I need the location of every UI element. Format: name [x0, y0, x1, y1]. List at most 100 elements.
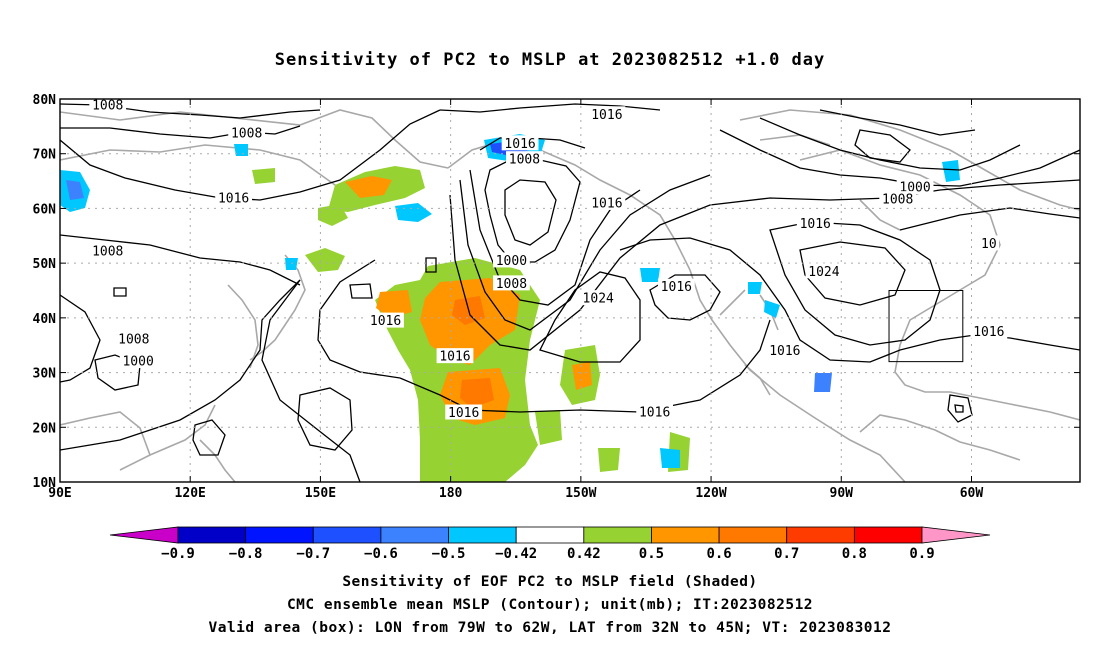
lat-tick-label: 60N: [33, 202, 57, 217]
sensitivity-shading: [60, 134, 960, 482]
lon-tick-label: 60W: [960, 486, 984, 501]
contour-label-bg: [228, 124, 266, 140]
colorbar-tick-label: 0.42: [567, 546, 601, 562]
contour-label-bg: [879, 191, 917, 207]
colorbar-swatch: [245, 526, 314, 544]
colorbar-tick-label: −0.42: [495, 546, 537, 562]
map-title: Sensitivity of PC2 to MSLP at 2023082512…: [274, 50, 826, 70]
contour-label-bg: [119, 353, 157, 369]
contour-label: 1016: [973, 325, 1004, 340]
contour-label: 1008: [92, 99, 123, 114]
contour-label-bg: [588, 194, 626, 210]
contour-label-bg: [970, 323, 1008, 339]
contour-label-bg: [766, 342, 804, 358]
mslp-contours: [60, 103, 1080, 482]
lat-tick-label: 20N: [33, 421, 57, 436]
contour-label-bg: [506, 151, 543, 167]
lon-tick-label: 120W: [695, 486, 726, 501]
colorbar-tick-label: 0.6: [706, 546, 731, 562]
contour-label: 1008: [882, 193, 913, 208]
contour-label: 1016: [800, 217, 831, 232]
contour-label-bg: [896, 179, 934, 195]
contour-label: 1008: [231, 126, 262, 141]
contour-label: 1000: [496, 254, 527, 269]
colorbar-tick-label: 0.7: [774, 546, 799, 562]
colorbar-swatch: [786, 526, 855, 544]
colorbar-tick-label: 0.9: [909, 546, 934, 562]
lon-tick-label: 90W: [830, 486, 854, 501]
colorbar-swatch: [651, 526, 720, 544]
contour-label-bg: [796, 215, 834, 231]
valid-area-box: [888, 290, 964, 363]
contour-label-bg: [579, 290, 617, 306]
colorbar-swatch: [853, 526, 923, 544]
lat-tick-label: 70N: [33, 148, 57, 163]
colorbar-lower-extension: [109, 526, 179, 544]
contour-label: 1016: [769, 344, 800, 359]
contour-label: 1016: [591, 196, 622, 211]
contour-label: 1016: [448, 406, 479, 421]
colorbar-tick-label: 0.8: [842, 546, 867, 562]
contour-label-bg: [436, 348, 474, 364]
contour-label-bg: [493, 275, 530, 291]
caption-valid-area: Valid area (box): LON from 79W to 62W, L…: [208, 620, 892, 636]
contour-label: 1008: [92, 245, 123, 260]
colorbar-tick-label: −0.6: [364, 546, 398, 562]
contour-label: 1016: [370, 314, 401, 329]
lat-tick-label: 30N: [33, 367, 57, 382]
lat-tick-label: 40N: [33, 312, 57, 327]
contour-label: 1016: [639, 405, 670, 420]
caption-shading: Sensitivity of EOF PC2 to MSLP field (Sh…: [342, 574, 758, 590]
colorbar-swatch: [583, 526, 652, 544]
colorbar-tick-label: −0.8: [229, 546, 263, 562]
contour-label-bg: [657, 278, 695, 294]
contour-label-bg: [367, 312, 404, 328]
contour-label-bg: [493, 252, 530, 268]
colorbar-swatch: [312, 526, 382, 544]
colorbar-tick-label: 0.5: [639, 546, 664, 562]
contour-label: 1024: [583, 292, 614, 307]
colorbar-tick-label: −0.7: [296, 546, 330, 562]
colorbar-tick-label: −0.9: [161, 546, 195, 562]
contour-label: 1000: [122, 355, 153, 370]
lon-tick-label: 90E: [48, 486, 71, 501]
caption-contour: CMC ensemble mean MSLP (Contour); unit(m…: [286, 597, 814, 613]
contour-label: 1016: [661, 280, 692, 295]
contour-label: 10: [981, 237, 997, 252]
colorbar-tick-label: −0.5: [432, 546, 466, 562]
contour-label: 1016: [218, 192, 249, 207]
contour-label-bg: [89, 99, 127, 113]
lon-tick-label: 150W: [565, 486, 596, 501]
contour-label-bg: [215, 190, 253, 206]
contour-label: 1008: [509, 153, 540, 168]
colorbar-upper-extension: [921, 526, 991, 544]
contour-label: 1008: [118, 333, 149, 348]
contour-label-bg: [636, 403, 674, 419]
contour-label: 1016: [504, 137, 535, 152]
contour-label-bg: [588, 106, 626, 122]
lon-tick-label: 120E: [175, 486, 206, 501]
lon-tick-label: 180: [439, 486, 463, 501]
colorbar-swatch: [177, 526, 247, 544]
colorbar: −0.9 −0.8 −0.7 −0.6 −0.5 −0.42 0.42 0.5 0.6 0.7 0.…: [109, 526, 991, 562]
contour-label-bg: [978, 235, 1000, 251]
plot-frame: [59, 98, 1081, 483]
contour-label-bg: [445, 404, 483, 420]
contour-label: 1016: [591, 108, 622, 123]
contour-label-bg: [805, 263, 843, 279]
colorbar-swatch: [448, 526, 517, 544]
contour-label-bg: [501, 135, 539, 151]
contour-label-bg: [89, 243, 127, 259]
colorbar-swatch: [380, 526, 449, 544]
contour-label: 1024: [808, 265, 839, 280]
lat-tick-label: 80N: [33, 93, 57, 108]
coastlines: [60, 109, 1080, 482]
contour-label: 1008: [496, 277, 527, 292]
longitude-axis: 90E 120E 150E 180 150W 120W 90W 60W: [48, 99, 983, 501]
contour-label-bg: [115, 331, 153, 347]
lat-tick-label: 10N: [33, 476, 57, 491]
lon-tick-label: 150E: [305, 486, 336, 501]
colorbar-swatch: [515, 526, 585, 544]
